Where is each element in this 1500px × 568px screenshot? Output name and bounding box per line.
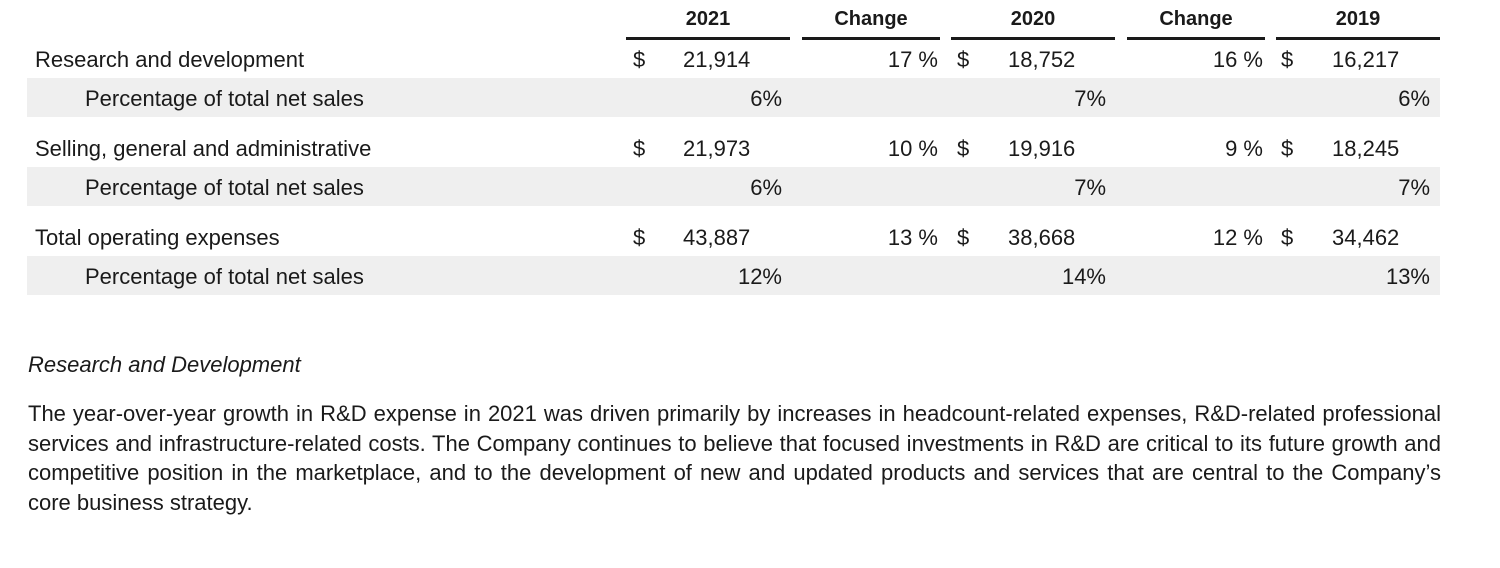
row-label: Total operating expenses <box>35 225 280 250</box>
header-rule-change-2021 <box>802 37 940 40</box>
header-2019: 2019 <box>1335 8 1381 30</box>
change-2021: 13 % <box>887 225 938 250</box>
change-2020: 16 % <box>1212 47 1263 72</box>
currency-symbol: $ <box>633 47 646 72</box>
section-title: Research and Development <box>28 352 301 377</box>
table-row-percentage: Percentage of total net sales 6% 7% 7% <box>0 171 1500 205</box>
value-2021: 21,914 <box>683 47 751 72</box>
header-rule-change-2020 <box>1127 37 1265 40</box>
table-row-research-development: Research and development $ 21,914 17 % $… <box>0 43 1500 77</box>
value-2019: 34,462 <box>1332 225 1400 250</box>
header-2021: 2021 <box>685 8 731 30</box>
currency-symbol: $ <box>633 225 646 250</box>
table-row-total-operating-expenses: Total operating expenses $ 43,887 13 % $… <box>0 221 1500 255</box>
row-label: Percentage of total net sales <box>85 264 364 289</box>
percent-2019: 6% <box>1398 86 1430 111</box>
percent-2021: 6% <box>750 86 782 111</box>
value-2021: 43,887 <box>683 225 751 250</box>
percent-2020: 7% <box>1074 175 1106 200</box>
change-2020: 12 % <box>1212 225 1263 250</box>
row-label: Percentage of total net sales <box>85 86 364 111</box>
change-2021: 17 % <box>887 47 938 72</box>
percent-2020: 14% <box>1061 264 1106 289</box>
section-paragraph: The year-over-year growth in R&D expense… <box>28 401 1441 515</box>
row-band <box>27 256 1440 295</box>
percent-2021: 6% <box>750 175 782 200</box>
header-rule-2019 <box>1276 37 1440 40</box>
change-2021: 10 % <box>887 136 938 161</box>
value-2019: 16,217 <box>1332 47 1400 72</box>
header-rule-2021 <box>626 37 790 40</box>
table-row-sga: Selling, general and administrative $ 21… <box>0 132 1500 166</box>
currency-symbol: $ <box>957 225 970 250</box>
currency-symbol: $ <box>1281 136 1294 161</box>
change-2020: 9 % <box>1225 136 1263 161</box>
value-2021: 21,973 <box>683 136 751 161</box>
value-2019: 18,245 <box>1332 136 1400 161</box>
value-2020: 19,916 <box>1008 136 1076 161</box>
percent-2021: 12% <box>737 264 782 289</box>
header-change-2021: Change <box>834 8 908 30</box>
value-2020: 18,752 <box>1008 47 1076 72</box>
row-band <box>27 78 1440 117</box>
percent-2019: 13% <box>1385 264 1430 289</box>
row-band <box>27 167 1440 206</box>
currency-symbol: $ <box>957 47 970 72</box>
percent-2019: 7% <box>1398 175 1430 200</box>
table-row-percentage: Percentage of total net sales 6% 7% 6% <box>0 82 1500 116</box>
row-label: Percentage of total net sales <box>85 175 364 200</box>
currency-symbol: $ <box>1281 225 1294 250</box>
header-rule-2020 <box>951 37 1115 40</box>
value-2020: 38,668 <box>1008 225 1076 250</box>
currency-symbol: $ <box>633 136 646 161</box>
currency-symbol: $ <box>1281 47 1294 72</box>
row-label: Research and development <box>35 47 305 72</box>
header-2020: 2020 <box>1010 8 1056 30</box>
percent-2020: 7% <box>1074 86 1106 111</box>
currency-symbol: $ <box>957 136 970 161</box>
row-label: Selling, general and administrative <box>35 136 372 161</box>
table-row-percentage: Percentage of total net sales 12% 14% 13… <box>0 260 1500 294</box>
header-change-2020: Change <box>1159 8 1233 30</box>
